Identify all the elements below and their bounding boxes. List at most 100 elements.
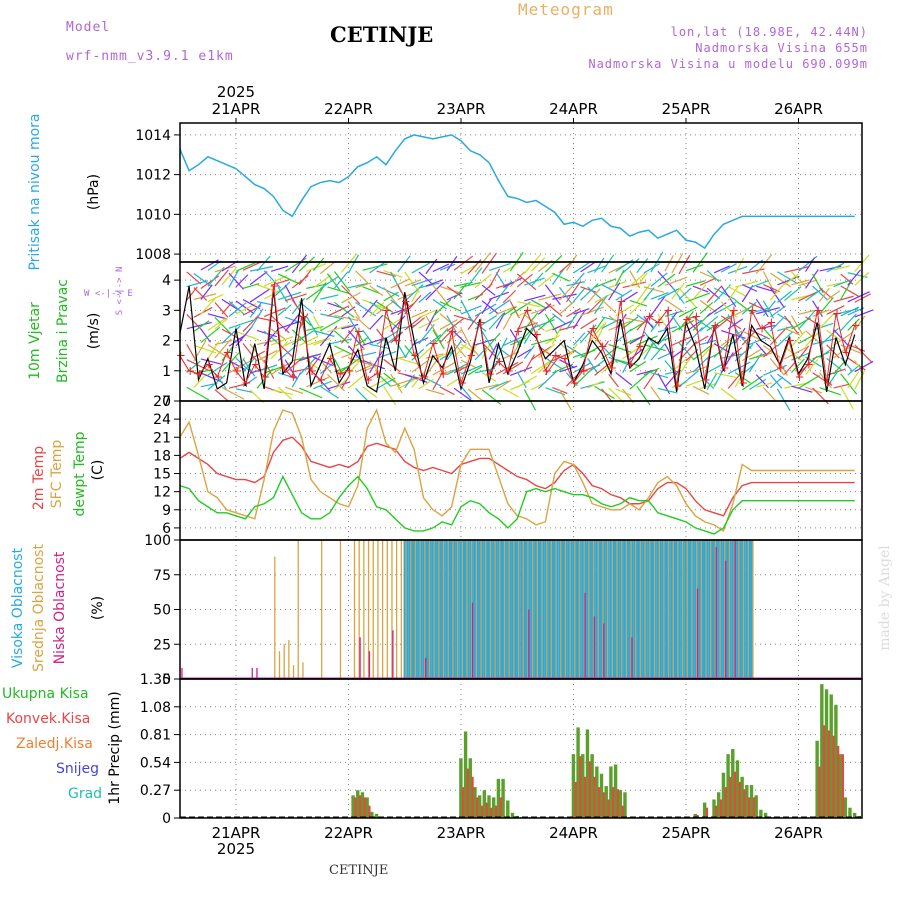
wind-barb bbox=[453, 331, 466, 344]
precip-total-bar bbox=[463, 731, 468, 818]
wind-barb bbox=[769, 374, 783, 389]
wind-barb bbox=[776, 331, 793, 347]
wind-barb bbox=[580, 283, 599, 301]
wind-barb bbox=[833, 331, 853, 346]
wind-barb bbox=[327, 286, 351, 295]
cloud-ytick-label: 75 bbox=[153, 568, 171, 584]
wind-barb bbox=[376, 350, 397, 360]
footer-station: CETINJE bbox=[329, 863, 389, 878]
wind-barb bbox=[193, 320, 210, 332]
wind-barb bbox=[306, 325, 324, 331]
wind-barb bbox=[784, 286, 802, 302]
wind-gust-mark: + bbox=[307, 364, 317, 378]
wind-barb bbox=[847, 364, 861, 376]
wind-barb bbox=[355, 316, 370, 330]
bottom-day-label: 25APR bbox=[662, 824, 711, 842]
wind-gust-mark: + bbox=[457, 376, 467, 390]
wind-barb bbox=[488, 299, 511, 315]
wind-barb bbox=[636, 257, 649, 274]
wind-barb bbox=[573, 261, 590, 274]
wind-barb bbox=[228, 302, 247, 317]
wind-barb bbox=[200, 358, 222, 365]
precip-conv-bar bbox=[832, 735, 835, 818]
wind-barb bbox=[713, 284, 732, 304]
wind-barb bbox=[692, 356, 709, 373]
top-day-label: 25APR bbox=[662, 100, 711, 118]
wind-gust-mark: + bbox=[363, 373, 373, 387]
wind-gust-mark: + bbox=[654, 315, 664, 329]
wind-barb bbox=[587, 380, 604, 389]
precipitation-ytick-label: 0.27 bbox=[140, 783, 171, 799]
wind-barb bbox=[699, 301, 714, 315]
wind-barb bbox=[341, 326, 356, 344]
wind-barb bbox=[397, 255, 411, 273]
wind-barb bbox=[404, 374, 415, 389]
wind-barb bbox=[643, 286, 665, 293]
wind-barb bbox=[762, 271, 776, 295]
wind-barb bbox=[186, 386, 210, 401]
wind-barb bbox=[643, 367, 660, 376]
wind-gust-mark: + bbox=[251, 358, 261, 372]
precip-total-bar bbox=[759, 809, 763, 818]
wind-gust-mark: + bbox=[223, 346, 233, 360]
wind-barb bbox=[404, 294, 422, 315]
wind-barb bbox=[622, 316, 648, 324]
wind-barb bbox=[523, 354, 535, 373]
wind-barb bbox=[587, 288, 601, 304]
wind-barb bbox=[270, 265, 289, 272]
wind-barb bbox=[446, 285, 462, 298]
wind-barb bbox=[291, 329, 308, 345]
wind-barb bbox=[805, 257, 816, 272]
wind-gust-mark: + bbox=[279, 361, 289, 375]
wind-barb bbox=[643, 369, 658, 390]
wind-barb bbox=[664, 311, 678, 330]
wind-barb bbox=[720, 388, 738, 402]
wind-barb bbox=[200, 284, 213, 300]
wind-barb bbox=[854, 344, 873, 364]
wind-gust-mark: + bbox=[260, 370, 270, 384]
wind-barb bbox=[713, 287, 736, 301]
wind-barb bbox=[798, 309, 815, 315]
wind-barb bbox=[306, 338, 327, 346]
wind-barb bbox=[418, 378, 434, 390]
wind-barb bbox=[207, 293, 224, 303]
wind-barb bbox=[819, 287, 830, 302]
wind-barb bbox=[854, 293, 872, 303]
precip-total-bar bbox=[609, 766, 613, 818]
wind-barb bbox=[362, 263, 388, 271]
precip-conv-bar bbox=[358, 795, 362, 818]
wind-barb bbox=[629, 360, 647, 373]
bottom-day-label: 24APR bbox=[549, 824, 598, 842]
wind-barb bbox=[425, 388, 445, 396]
wind-barb bbox=[594, 278, 617, 288]
precip-total-bar bbox=[510, 812, 515, 818]
wind-barb bbox=[664, 276, 688, 286]
wind-barb bbox=[235, 388, 253, 394]
wind-barb bbox=[601, 318, 621, 329]
wind-barb bbox=[580, 306, 604, 316]
wind-barb bbox=[334, 345, 353, 355]
wind-barb bbox=[727, 285, 747, 298]
wind-barb bbox=[488, 268, 501, 288]
wind-barb bbox=[432, 373, 443, 390]
wind-barb bbox=[481, 343, 491, 360]
wind-barb bbox=[263, 307, 286, 318]
wind-barb bbox=[517, 300, 540, 308]
precip-total-bar bbox=[838, 754, 843, 818]
precip-total-bar bbox=[459, 758, 463, 818]
wind-gust-mark: + bbox=[851, 318, 861, 332]
wind-barb bbox=[594, 317, 605, 332]
wind-barb bbox=[263, 270, 282, 289]
precip-total-bar bbox=[370, 811, 374, 818]
wind-barb bbox=[299, 387, 323, 399]
wind-barb bbox=[488, 380, 509, 390]
wind-barb bbox=[313, 356, 334, 367]
wind-barb bbox=[306, 376, 330, 388]
precipitation-ytick-label: 1.08 bbox=[140, 700, 171, 716]
bottom-year-label: 2025 bbox=[217, 840, 255, 858]
wind-ytick-label: 1 bbox=[162, 364, 171, 380]
wind-barb bbox=[777, 275, 800, 286]
wind-barb bbox=[671, 347, 687, 359]
precip-conv-bar bbox=[583, 776, 587, 818]
wind-barb bbox=[460, 305, 482, 315]
